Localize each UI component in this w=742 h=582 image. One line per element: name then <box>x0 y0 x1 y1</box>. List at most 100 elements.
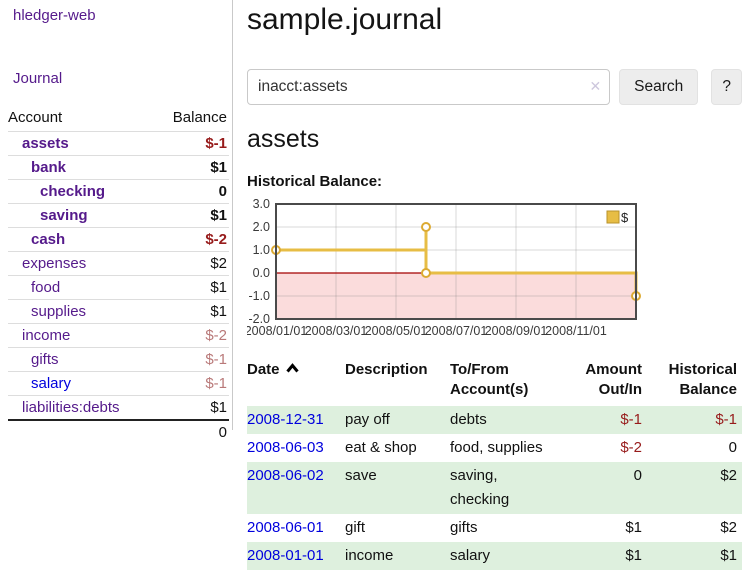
amount-header-line2: Out/In <box>598 381 642 398</box>
y-axis-tick-label: -2.0 <box>248 312 270 326</box>
app-brand-link[interactable]: hledger-web <box>13 7 96 24</box>
transaction-accounts: saving, checking <box>450 467 510 508</box>
transaction-row: 2008-01-01 income salary $1 $1 <box>247 542 742 570</box>
sidebar-account-link-supplies[interactable]: supplies <box>31 303 87 320</box>
transactions-table: Date Description To/From Account(s) Amou… <box>247 360 742 570</box>
amount-header-line1: Amount <box>585 361 642 378</box>
transaction-accounts: food, supplies <box>450 439 543 456</box>
account-balance: 0 <box>218 183 227 200</box>
account-balance: $-1 <box>205 351 227 368</box>
transaction-date-link[interactable]: 2008-06-02 <box>247 467 324 484</box>
column-header-description[interactable]: Description <box>345 361 428 378</box>
sidebar-account-link-expenses[interactable]: expenses <box>22 255 87 272</box>
sidebar-account-link-assets[interactable]: assets <box>22 135 69 152</box>
account-balance: $2 <box>210 255 227 272</box>
transaction-date-link[interactable]: 2008-01-01 <box>247 547 324 564</box>
column-header-amount[interactable]: Amount Out/In <box>552 360 642 406</box>
account-row: cash $-2 <box>8 227 229 251</box>
transaction-description: income <box>345 547 394 564</box>
sidebar-account-link-cash[interactable]: cash <box>31 231 66 248</box>
transaction-balance: $1 <box>720 547 737 564</box>
transaction-accounts: debts <box>450 411 487 428</box>
transaction-description: pay off <box>345 411 390 428</box>
account-row: liabilities:debts $1 <box>8 395 229 419</box>
accounts-table-header: Account Balance <box>8 104 229 131</box>
transaction-date-link[interactable]: 2008-12-31 <box>247 411 324 428</box>
main-content: sample.journal ✕ Search ? assets Histori… <box>247 0 742 582</box>
x-axis-tick-label: 2008/05/01 <box>365 324 428 338</box>
transaction-accounts: salary <box>450 547 491 564</box>
legend-swatch <box>606 210 620 224</box>
y-axis-tick-label: -1.0 <box>248 289 270 303</box>
transaction-row: 2008-06-01 gift gifts $1 $2 <box>247 514 742 542</box>
search-input[interactable] <box>247 69 611 105</box>
column-header-accounts[interactable]: To/From Account(s) <box>450 360 552 406</box>
account-balance: $1 <box>210 159 227 176</box>
accounts-table: Account Balance assets $-1 bank $1 checking 0… <box>8 104 229 442</box>
transaction-row: 2008-06-03 eat & shop food, supplies $-2 0 <box>247 434 742 462</box>
search-button[interactable]: Search <box>619 69 699 105</box>
sidebar-account-link-bank[interactable]: bank <box>31 159 67 176</box>
transaction-balance: $-1 <box>715 411 737 428</box>
account-balance: $-2 <box>205 231 227 248</box>
account-row: bank $1 <box>8 155 229 179</box>
transaction-accounts: gifts <box>450 519 478 536</box>
x-axis-tick-label: 2008/01/01 <box>247 324 307 338</box>
transaction-description: gift <box>345 519 366 536</box>
y-axis-tick-label: 2.0 <box>253 220 270 234</box>
historical-balance-chart: $3.0 2.0 1.0 0.0 -1.0 -2.02008/01/012008/03/0… <box>247 198 641 338</box>
x-axis-tick-label: 2008/11/01 <box>545 324 607 338</box>
transactions-table-header-row: Date Description To/From Account(s) Amou… <box>247 360 742 406</box>
account-row: saving $1 <box>8 203 229 227</box>
sidebar-account-link-saving[interactable]: saving <box>40 207 88 224</box>
account-balance: $1 <box>210 303 227 320</box>
sort-ascending-icon <box>285 363 299 373</box>
account-row: food $1 <box>8 275 229 299</box>
transaction-amount: $1 <box>625 547 642 564</box>
x-axis-tick-label: 2008/09/01 <box>485 324 548 338</box>
date-header-label: Date <box>247 361 280 378</box>
transaction-date-link[interactable]: 2008-06-03 <box>247 439 324 456</box>
data-point-marker <box>421 222 431 232</box>
column-header-balance[interactable]: Historical Balance <box>642 360 742 406</box>
sidebar-account-link-gifts[interactable]: gifts <box>31 351 59 368</box>
accounts-header-line1: To/From <box>450 361 509 378</box>
transaction-balance: $2 <box>720 467 737 484</box>
transaction-date-link[interactable]: 2008-06-01 <box>247 519 324 536</box>
accounts-total-balance: 0 <box>8 419 229 442</box>
sidebar-account-link-checking[interactable]: checking <box>40 183 106 200</box>
sidebar-account-link-income[interactable]: income <box>22 327 71 344</box>
account-balance: $-1 <box>205 375 227 392</box>
chart-title: Historical Balance: <box>247 173 383 190</box>
page-title: sample.journal <box>247 3 443 36</box>
account-row: assets $-1 <box>8 131 229 155</box>
account-heading: assets <box>247 125 320 153</box>
transaction-row: 2008-06-02 save saving, checking 0 $2 <box>247 462 742 514</box>
sidebar-account-link-liabilities-debts[interactable]: liabilities:debts <box>22 399 120 416</box>
column-header-date[interactable]: Date <box>247 360 345 406</box>
account-row: supplies $1 <box>8 299 229 323</box>
accounts-header-line2: Account(s) <box>450 381 529 398</box>
account-balance: $1 <box>210 399 227 416</box>
account-row: expenses $2 <box>8 251 229 275</box>
account-row: checking 0 <box>8 179 229 203</box>
transaction-amount: $-2 <box>620 439 642 456</box>
balance-header-line2: Balance <box>679 381 737 398</box>
transaction-balance: 0 <box>728 439 737 456</box>
transaction-amount: $-1 <box>620 411 642 428</box>
x-axis-tick-label: 2008/03/01 <box>305 324 368 338</box>
account-column-header: Account <box>8 109 63 126</box>
account-balance: $1 <box>210 207 227 224</box>
transaction-balance: $2 <box>720 519 737 536</box>
help-button[interactable]: ? <box>711 69 742 105</box>
clear-search-icon[interactable]: ✕ <box>589 78 602 94</box>
account-balance: $1 <box>210 279 227 296</box>
y-axis-tick-label: 3.0 <box>253 198 270 211</box>
search-box: ✕ <box>247 69 611 105</box>
account-row: income $-2 <box>8 323 229 347</box>
sidebar-item-journal[interactable]: Journal <box>13 70 63 87</box>
balance-header-line1: Historical <box>668 361 737 378</box>
sidebar-account-link-salary[interactable]: salary <box>31 375 72 392</box>
sidebar: hledger-web Journal Account Balance asse… <box>0 0 233 441</box>
sidebar-account-link-food[interactable]: food <box>31 279 61 296</box>
